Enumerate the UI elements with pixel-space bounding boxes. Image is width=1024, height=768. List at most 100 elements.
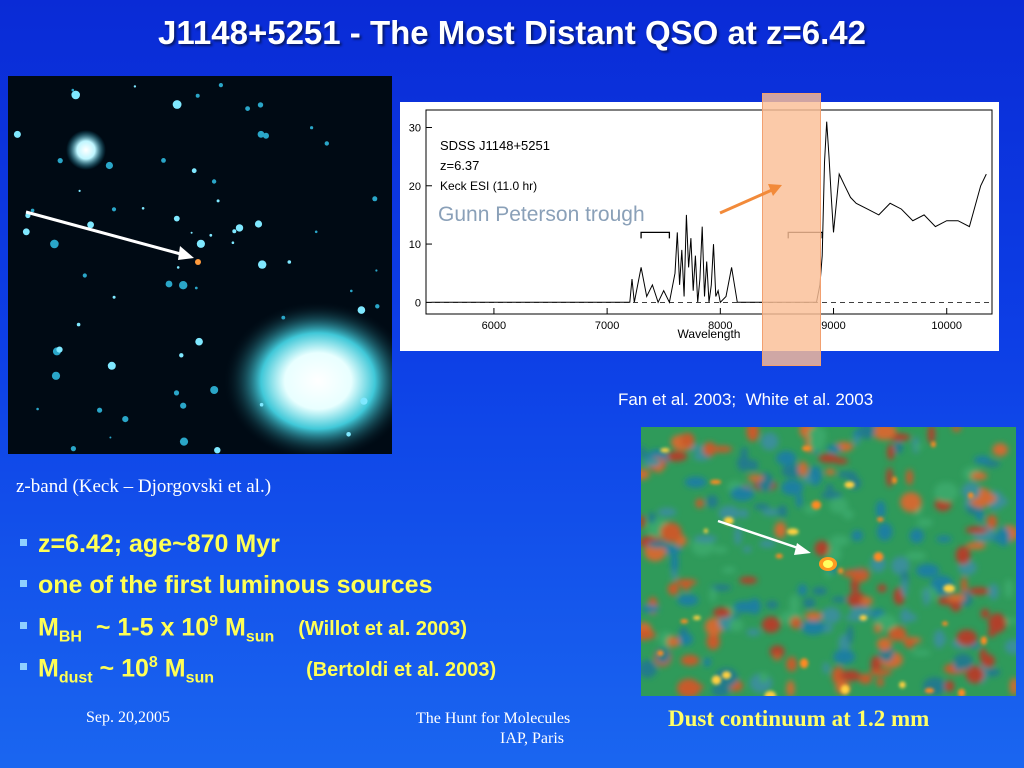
noise-blob bbox=[681, 579, 691, 591]
star bbox=[245, 106, 251, 111]
legend-instrument: Keck ESI (11.0 hr) bbox=[440, 179, 537, 193]
noise-blob bbox=[808, 434, 825, 451]
hot-spot bbox=[657, 650, 664, 657]
noise-blob bbox=[709, 587, 717, 603]
star bbox=[161, 158, 166, 163]
star bbox=[107, 361, 116, 370]
spectrum-chart: 6000 7000 8000 9000 10000 0 10 20 30 SDSS J1148+… bbox=[400, 102, 999, 351]
noise-blob bbox=[641, 515, 646, 529]
star bbox=[109, 436, 112, 439]
hot-spot bbox=[764, 690, 776, 696]
noise-blob bbox=[981, 654, 995, 668]
noise-blob bbox=[655, 647, 670, 664]
dust-continuum-map bbox=[641, 427, 1016, 696]
noise-blobs bbox=[641, 427, 1016, 696]
noise-blob bbox=[660, 522, 682, 543]
star bbox=[360, 397, 368, 405]
noise-blob bbox=[786, 656, 797, 672]
x-tick-label: 7000 bbox=[595, 320, 619, 332]
noise-blob bbox=[641, 604, 660, 613]
hot-spot bbox=[801, 446, 812, 451]
noise-blob bbox=[703, 657, 712, 667]
hot-spot bbox=[799, 658, 809, 669]
noise-blob bbox=[956, 629, 978, 646]
noise-blob bbox=[821, 607, 841, 624]
spectrum-axes: 6000 7000 8000 9000 10000 0 10 20 30 bbox=[409, 122, 962, 332]
hot-spot bbox=[844, 481, 855, 489]
noise-blob bbox=[753, 503, 770, 510]
footer-event-location: IAP, Paris bbox=[500, 730, 565, 747]
noise-blob bbox=[980, 608, 990, 619]
bullet-marker-icon bbox=[20, 579, 27, 587]
x-tick-label: 9000 bbox=[821, 320, 845, 332]
star bbox=[324, 141, 329, 146]
hot-spot bbox=[660, 448, 670, 453]
star bbox=[191, 168, 197, 174]
star bbox=[263, 132, 269, 139]
noise-blob bbox=[1004, 579, 1013, 599]
bh-subscript: BH bbox=[58, 628, 82, 646]
noise-blob bbox=[655, 463, 663, 473]
hot-spot bbox=[703, 528, 708, 534]
noise-blob bbox=[713, 607, 731, 618]
dust-symbol: M bbox=[38, 654, 59, 683]
star bbox=[173, 215, 180, 222]
noise-blob bbox=[814, 540, 829, 557]
noise-blob bbox=[781, 479, 804, 496]
noise-blob bbox=[746, 628, 761, 636]
star bbox=[97, 407, 103, 413]
bullet-text: one of the first luminous sources bbox=[38, 571, 433, 599]
star bbox=[258, 260, 267, 269]
star bbox=[257, 102, 264, 108]
noise-blob bbox=[826, 444, 841, 454]
noise-blob bbox=[737, 455, 751, 472]
spectrum-references: Fan et al. 2003; White et al. 2003 bbox=[618, 390, 874, 409]
spectrum-series-line bbox=[431, 121, 987, 304]
noise-blob bbox=[887, 444, 895, 461]
gp-arrow bbox=[719, 188, 773, 215]
y-tick-label: 20 bbox=[409, 181, 421, 193]
noise-blob bbox=[876, 637, 892, 651]
noise-blob bbox=[711, 684, 731, 696]
noise-blob bbox=[825, 484, 834, 492]
noise-blob bbox=[812, 586, 828, 596]
noise-blob bbox=[657, 507, 677, 517]
noise-blob bbox=[870, 655, 882, 674]
star bbox=[13, 130, 21, 138]
noise-blob bbox=[858, 673, 873, 684]
dust-value: ~ 10 bbox=[92, 654, 149, 683]
noise-blob bbox=[706, 633, 720, 650]
noise-blob bbox=[922, 677, 947, 696]
noise-blob bbox=[974, 455, 991, 465]
spectrum-svg: 6000 7000 8000 9000 10000 0 10 20 30 SDSS J1148+… bbox=[409, 109, 993, 341]
noise-blob bbox=[790, 616, 802, 629]
qso-dust-core bbox=[823, 560, 833, 568]
star bbox=[133, 85, 137, 88]
noise-blob bbox=[876, 677, 884, 687]
noise-blob bbox=[961, 576, 968, 596]
noise-blob bbox=[877, 584, 887, 593]
noise-blob bbox=[988, 583, 999, 600]
hot-spot bbox=[930, 441, 936, 448]
noise-blob bbox=[933, 629, 945, 649]
star bbox=[78, 189, 81, 192]
hot-spot bbox=[877, 517, 884, 522]
star bbox=[195, 337, 203, 346]
hot-spot bbox=[711, 675, 722, 685]
noise-blob bbox=[840, 670, 861, 682]
noise-blob bbox=[742, 546, 752, 553]
hot-spot bbox=[693, 615, 701, 620]
noise-blob bbox=[647, 541, 670, 549]
bullet-first-sources: one of the first luminous sources bbox=[20, 571, 433, 600]
noise-blob bbox=[789, 594, 800, 614]
star bbox=[22, 228, 30, 236]
hot-spot bbox=[968, 492, 974, 499]
y-tick-label: 0 bbox=[415, 297, 421, 309]
noise-blob bbox=[965, 665, 984, 684]
noise-blob bbox=[915, 563, 940, 578]
bullet-redshift-age: z=6.42; age~870 Myr bbox=[20, 530, 280, 559]
dust-unit-subscript: sun bbox=[185, 669, 215, 687]
star bbox=[235, 224, 244, 232]
hot-spot bbox=[892, 476, 897, 484]
z-band-sky-image bbox=[8, 76, 392, 454]
